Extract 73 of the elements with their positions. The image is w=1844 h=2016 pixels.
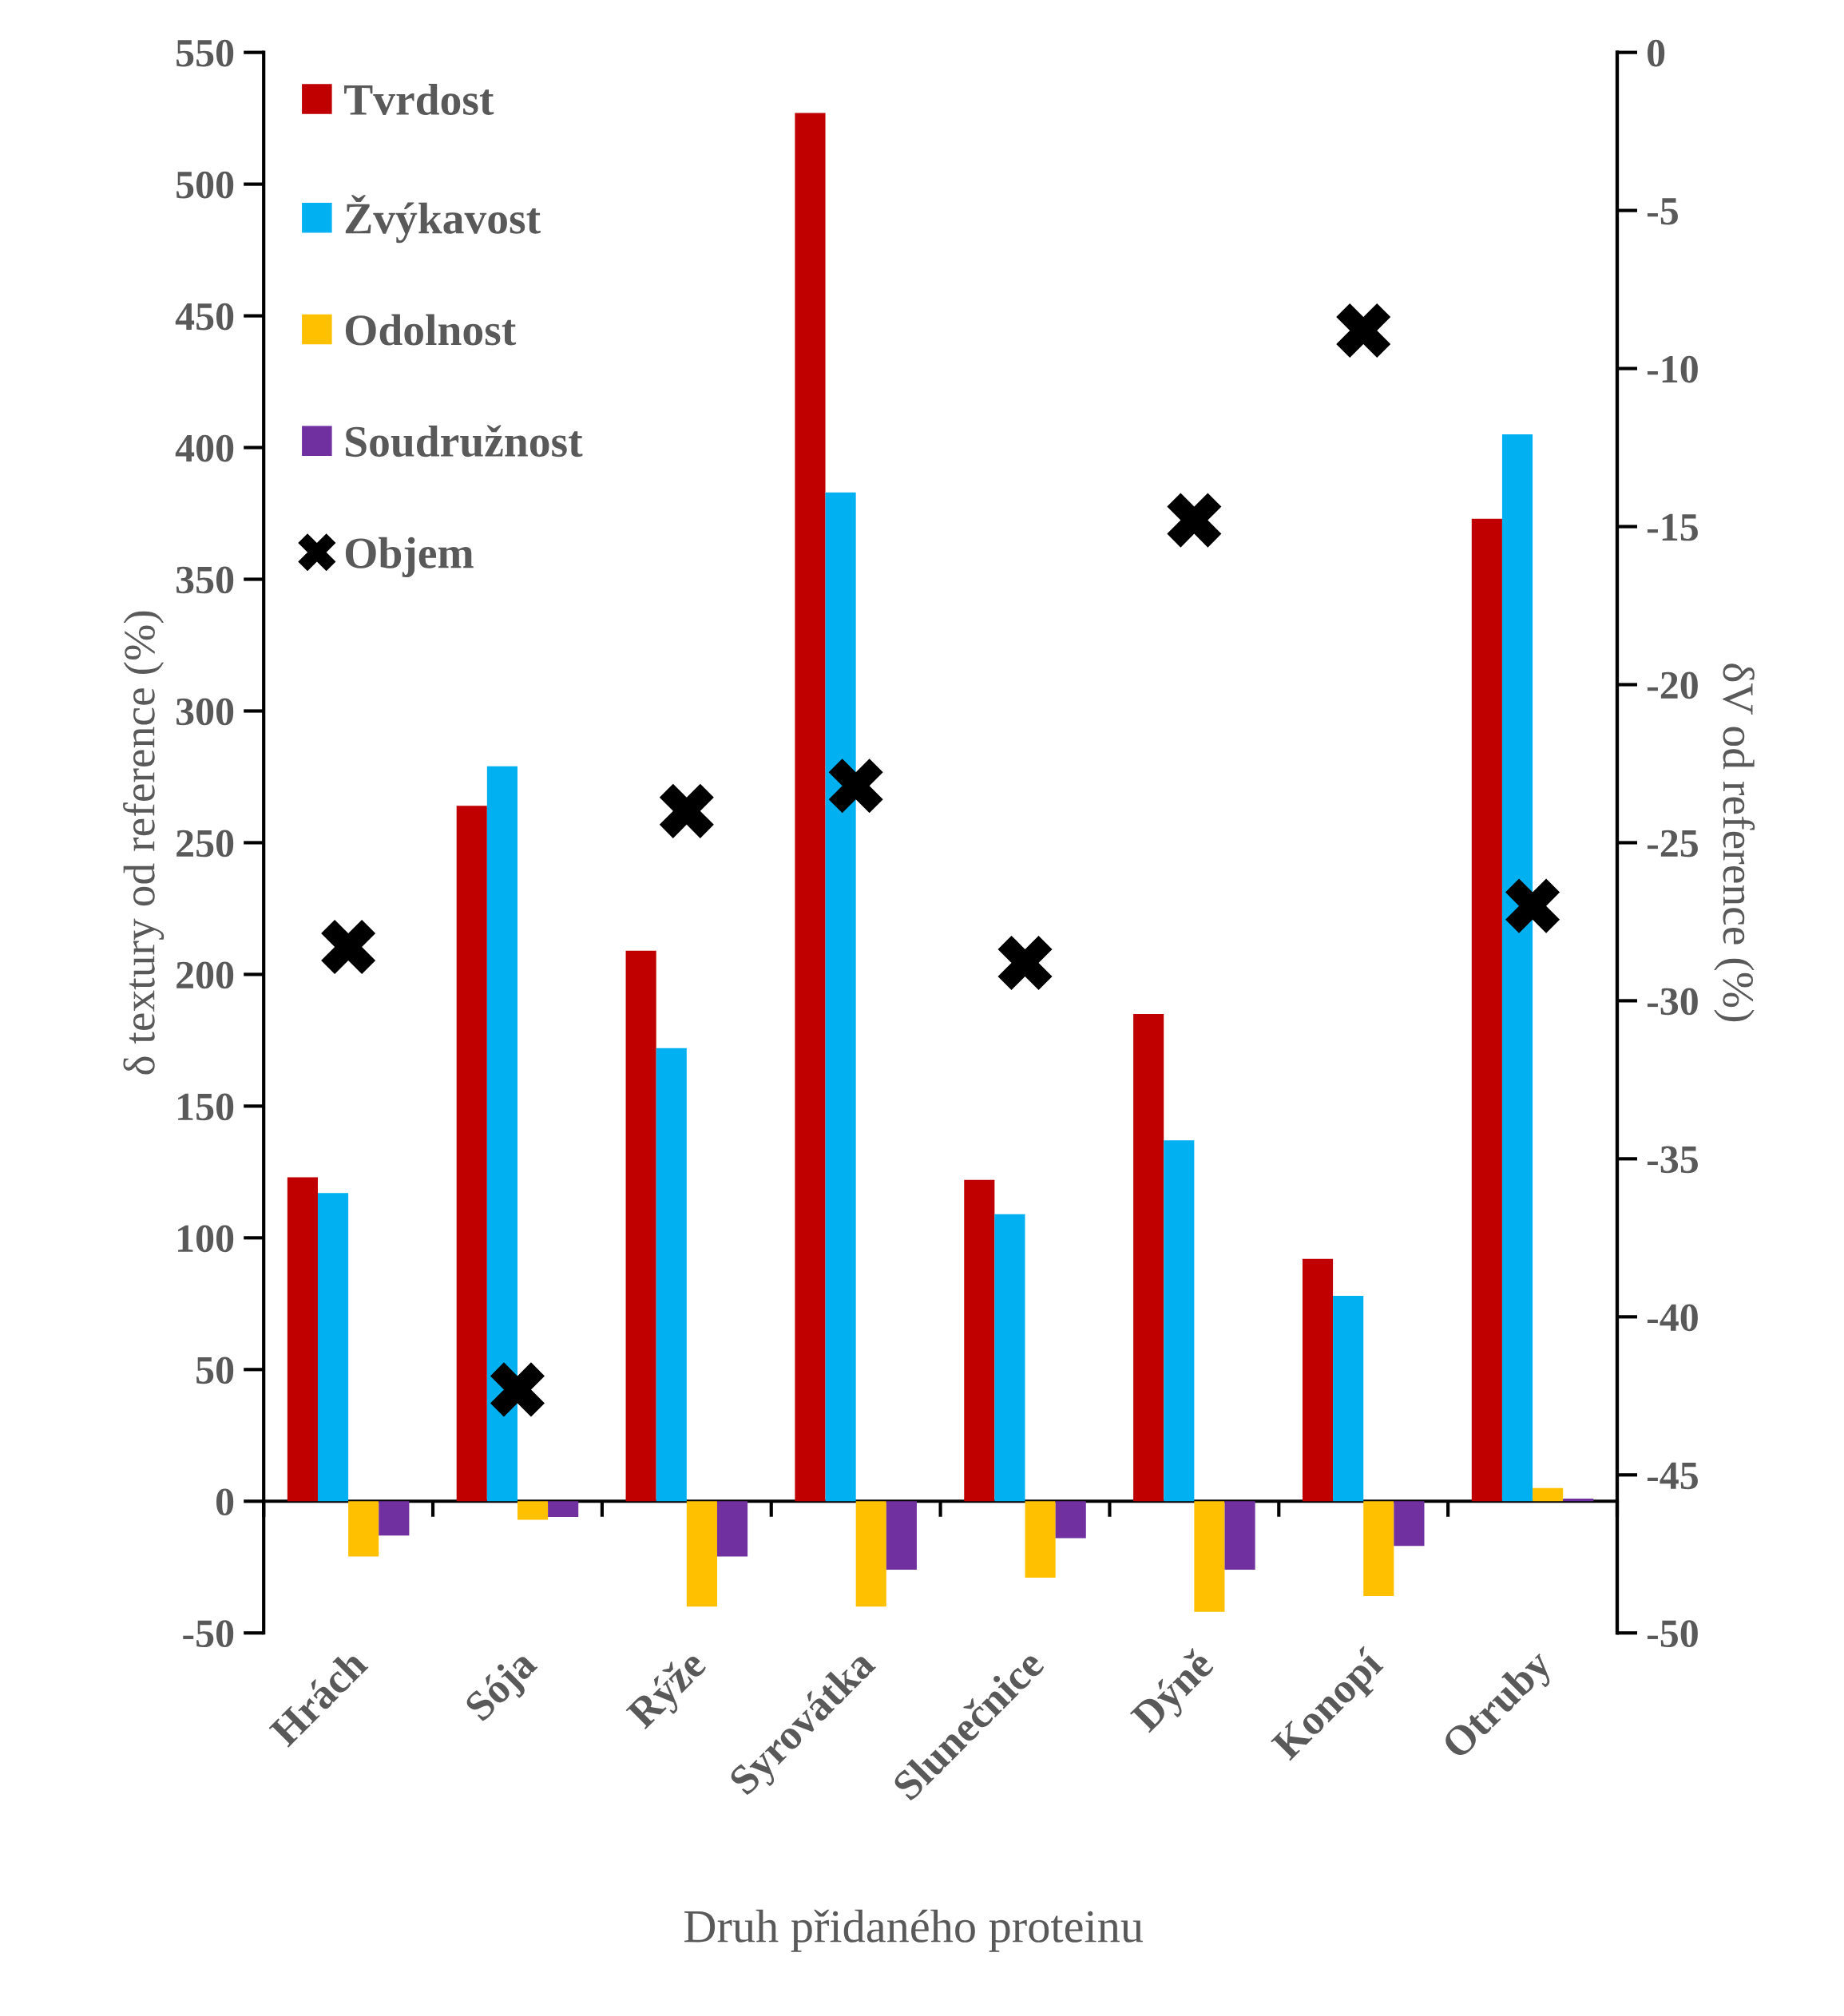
bar <box>964 1179 995 1502</box>
bar <box>1563 1498 1594 1502</box>
point <box>490 1362 545 1417</box>
y-tick-label: 300 <box>176 698 234 726</box>
x-tick-label: Sója <box>462 1646 545 1729</box>
bar <box>716 1501 748 1557</box>
bar <box>317 1193 349 1502</box>
y2-axis-title: δV od reference (%) <box>1714 663 1755 1022</box>
point <box>1336 303 1391 358</box>
point <box>1505 878 1560 933</box>
legend-label: Odolnost <box>345 314 517 346</box>
bar <box>1471 518 1502 1502</box>
y-tick-label: 0 <box>216 1488 234 1516</box>
y2-tick-label: -25 <box>1647 830 1698 857</box>
point <box>321 920 376 975</box>
bar <box>625 950 656 1502</box>
bar <box>1055 1501 1086 1539</box>
point <box>1167 493 1222 548</box>
bar <box>1501 434 1533 1502</box>
y2-tick-label: -40 <box>1647 1304 1698 1332</box>
y-tick-label: 500 <box>176 171 234 199</box>
y2-tick-label: -20 <box>1647 671 1698 699</box>
legend-label: Soudružnost <box>346 425 583 457</box>
bar <box>825 492 856 1502</box>
point <box>828 758 883 814</box>
bar <box>486 766 518 1502</box>
y-tick-label: 250 <box>176 830 234 857</box>
bar <box>1224 1501 1255 1570</box>
y2-tick-label: -10 <box>1647 355 1698 383</box>
y-tick-label: 350 <box>176 566 234 594</box>
legend-label: Objem <box>345 537 474 578</box>
legend-label: Tvrdost <box>344 83 494 115</box>
y-tick-label: 100 <box>178 1225 234 1253</box>
bar <box>548 1501 579 1518</box>
bar <box>1194 1501 1225 1612</box>
bar <box>855 1501 886 1607</box>
bar <box>287 1177 318 1502</box>
bar <box>1363 1501 1394 1597</box>
bar <box>886 1501 917 1570</box>
y2-tick-label: -35 <box>1647 1146 1698 1174</box>
x-axis-title: Druh přidaného proteinu <box>684 1909 1144 1952</box>
y-tick-label: 200 <box>176 961 234 989</box>
bar <box>348 1501 379 1557</box>
y-tick-label: 400 <box>175 434 234 462</box>
bar <box>1164 1140 1195 1502</box>
bar <box>795 113 826 1502</box>
y-tick-label: 50 <box>196 1357 234 1384</box>
bar <box>1394 1501 1425 1547</box>
bar <box>456 806 487 1502</box>
bar <box>686 1501 717 1607</box>
y2-tick-label: -30 <box>1647 988 1698 1016</box>
point <box>659 783 714 838</box>
bar <box>1302 1258 1334 1502</box>
y-tick-label: 450 <box>175 303 234 331</box>
y-tick-label: -50 <box>183 1620 234 1648</box>
y2-tick-label: -45 <box>1647 1462 1698 1490</box>
bar <box>517 1501 549 1520</box>
bar <box>1333 1295 1364 1502</box>
y-tick-label: 150 <box>178 1093 234 1121</box>
y-axis-title: δ textury od reference (%) <box>123 611 165 1075</box>
legend-label: Žvýkavost <box>345 195 541 244</box>
y-tick-label: 550 <box>176 39 234 67</box>
y2-tick-label: -50 <box>1647 1620 1698 1648</box>
y2-tick-label: 0 <box>1648 39 1665 67</box>
bar <box>994 1214 1025 1502</box>
bar <box>379 1501 410 1536</box>
bar <box>1533 1487 1564 1502</box>
bar <box>1133 1013 1164 1502</box>
y2-tick-label: -5 <box>1647 198 1678 225</box>
point <box>997 935 1053 990</box>
y2-tick-label: -15 <box>1647 513 1698 541</box>
bar <box>1025 1501 1056 1578</box>
bar <box>656 1048 687 1502</box>
